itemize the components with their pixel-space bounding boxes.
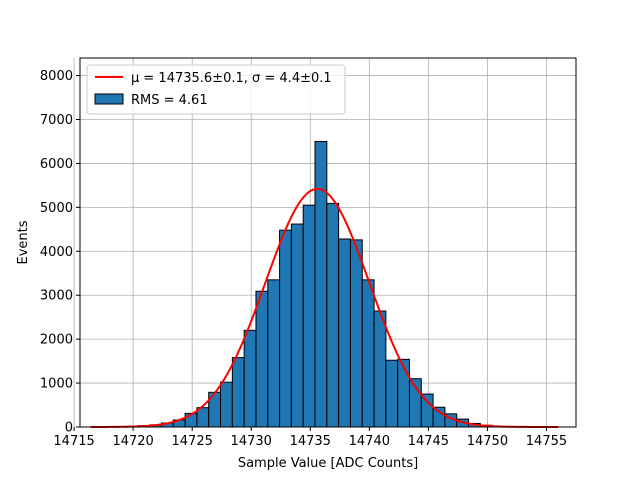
x-axis-label: Sample Value [ADC Counts] bbox=[238, 456, 418, 471]
legend: μ = 14735.6±0.1, σ = 4.4±0.1 RMS = 4.61 bbox=[86, 64, 346, 115]
legend-box bbox=[86, 64, 346, 115]
histogram-bar bbox=[361, 279, 375, 428]
histogram-bar bbox=[326, 202, 340, 428]
legend-fit-label: μ = 14735.6±0.1, σ = 4.4±0.1 bbox=[131, 71, 332, 86]
x-tick-label: 14755 bbox=[526, 434, 567, 449]
x-tick-label: 14740 bbox=[349, 434, 390, 449]
x-tick-label: 14715 bbox=[53, 434, 94, 449]
gaussian-fit bbox=[90, 187, 559, 428]
x-tick-label: 14745 bbox=[408, 434, 449, 449]
y-axis-ticks: 0 1000 2000 3000 4000 5000 6000 7000 8000 bbox=[40, 69, 80, 436]
y-tick-label: 6000 bbox=[40, 157, 73, 172]
x-tick-label: 14735 bbox=[290, 434, 331, 449]
y-tick-label: 1000 bbox=[40, 377, 73, 392]
y-tick-label: 2000 bbox=[40, 333, 73, 348]
histogram-bar bbox=[432, 406, 446, 428]
histogram-bar bbox=[243, 329, 257, 428]
histogram-bar bbox=[302, 204, 316, 428]
histogram-bar bbox=[420, 393, 434, 428]
histogram-bar bbox=[231, 357, 245, 428]
x-tick-label: 14720 bbox=[112, 434, 153, 449]
x-tick-label: 14730 bbox=[231, 434, 272, 449]
legend-histogram-label: RMS = 4.61 bbox=[131, 93, 208, 108]
histogram-bars bbox=[113, 140, 517, 428]
y-axis-label: Events bbox=[16, 220, 31, 264]
y-tick-label: 5000 bbox=[40, 201, 73, 216]
histogram-bar bbox=[290, 223, 304, 428]
y-tick-label: 8000 bbox=[40, 69, 73, 84]
y-tick-label: 3000 bbox=[40, 289, 73, 304]
y-tick-label: 0 bbox=[65, 421, 73, 436]
histogram-bar bbox=[349, 239, 363, 428]
y-tick-label: 4000 bbox=[40, 245, 73, 260]
histogram-bar bbox=[385, 359, 399, 428]
histogram-bar bbox=[267, 279, 281, 428]
fit-curve bbox=[90, 187, 559, 428]
histogram-bar bbox=[220, 381, 233, 428]
histogram-bar bbox=[373, 310, 387, 428]
histogram-bar bbox=[314, 140, 328, 428]
x-axis-ticks: 14715 14720 14725 14730 14735 14740 14745 14750… bbox=[53, 427, 567, 449]
histogram-bar bbox=[338, 238, 351, 428]
y-tick-label: 7000 bbox=[40, 113, 73, 128]
plot-frame bbox=[79, 57, 577, 428]
histogram-bar bbox=[397, 358, 410, 428]
x-tick-label: 14750 bbox=[467, 434, 508, 449]
histogram-bar bbox=[279, 229, 292, 428]
histogram-bar bbox=[255, 290, 269, 428]
x-tick-label: 14725 bbox=[172, 434, 213, 449]
legend-histogram-swatch bbox=[94, 93, 124, 105]
